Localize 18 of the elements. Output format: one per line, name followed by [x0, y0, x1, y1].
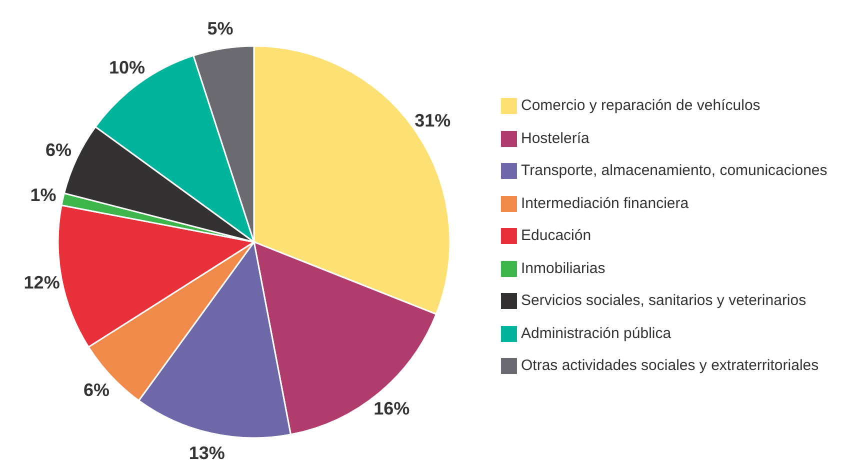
legend-label: Educación [521, 227, 592, 244]
legend-label: Transporte, almacenamiento, comunicaciones [521, 162, 828, 180]
data-label: 16% [374, 398, 410, 418]
data-label: 1% [30, 184, 56, 205]
data-label: 6% [46, 140, 72, 160]
legend-label: Hostelería [521, 130, 590, 147]
data-label: 10% [109, 57, 146, 78]
legend-label: Servicios sociales, sanitarios y veterinarios [521, 292, 806, 310]
legend-label: Intermediación financiera [521, 194, 689, 212]
data-label: 12% [24, 272, 60, 292]
legend-label: Inmobiliarias [521, 260, 606, 277]
data-label: 13% [188, 442, 225, 463]
legend-label: Otras actividades sociales y extraterritoriales [521, 357, 819, 374]
data-label: 6% [84, 380, 110, 400]
legend-label: Administración pública [521, 324, 672, 342]
legend-label: Comercio y reparación de vehículos [521, 97, 760, 114]
data-label: 5% [207, 18, 234, 39]
data-label: 31% [414, 110, 451, 131]
